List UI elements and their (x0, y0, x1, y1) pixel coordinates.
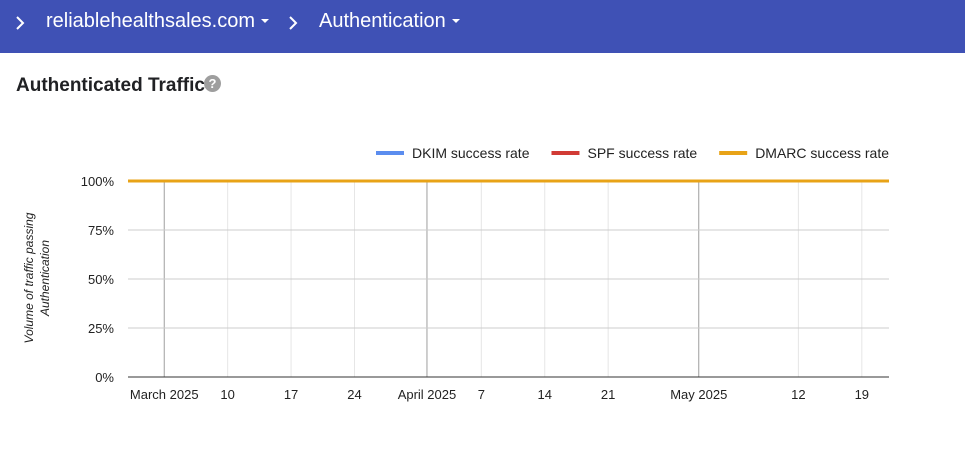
y-tick-label: 75% (88, 223, 114, 238)
section-label: Authentication (319, 9, 446, 32)
legend-label: DMARC success rate (755, 145, 889, 161)
y-axis-title: Authentication (38, 240, 52, 317)
legend-label: DKIM success rate (412, 145, 530, 161)
y-tick-label: 50% (88, 272, 114, 287)
x-tick-label: March 2025 (130, 387, 199, 402)
caret-down-icon (451, 19, 460, 23)
section-selector[interactable]: Authentication (319, 9, 460, 33)
x-tick-label: 19 (855, 387, 869, 402)
domain-selector[interactable]: reliablehealthsales.com (46, 9, 270, 33)
x-tick-label: 7 (478, 387, 485, 402)
x-tick-label: April 2025 (398, 387, 457, 402)
y-axis-title: Volume of traffic passing (22, 212, 36, 343)
x-tick-label: 12 (791, 387, 805, 402)
x-tick-label: 14 (538, 387, 552, 402)
page-title: Authenticated Traffic (16, 75, 205, 96)
x-tick-label: May 2025 (670, 387, 727, 402)
top-bar: reliablehealthsales.com Authentication (0, 0, 965, 53)
chevron-right-icon (14, 13, 26, 33)
legend-label: SPF success rate (587, 145, 697, 161)
y-tick-label: 0% (95, 370, 114, 385)
caret-down-icon (261, 19, 270, 23)
x-tick-label: 17 (284, 387, 298, 402)
x-tick-label: 24 (347, 387, 361, 402)
x-tick-label: 21 (601, 387, 615, 402)
x-tick-label: 10 (220, 387, 234, 402)
domain-label: reliablehealthsales.com (46, 9, 256, 32)
y-tick-label: 25% (88, 321, 114, 336)
y-tick-label: 100% (81, 174, 115, 189)
help-icon[interactable]: ? (204, 75, 221, 92)
chevron-right-icon (287, 13, 299, 33)
